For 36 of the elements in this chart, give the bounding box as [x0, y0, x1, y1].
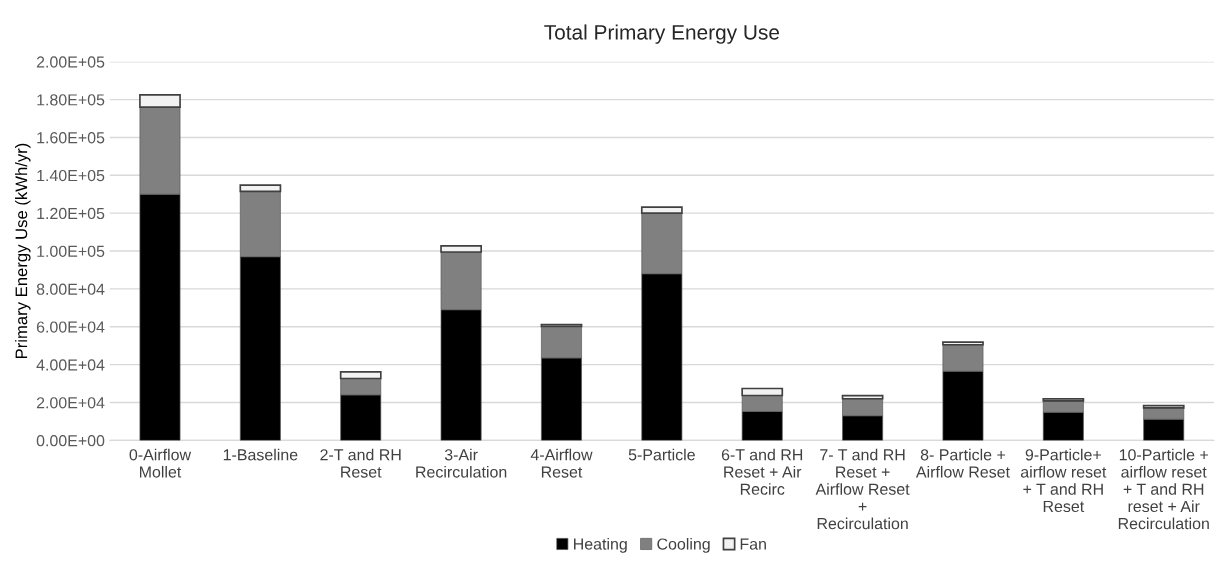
- x-tick-label: 5-Particle: [628, 448, 695, 461]
- x-tick-label: 3-Air Recirculation: [416, 448, 507, 478]
- bar: [139, 94, 181, 108]
- x-tick-label: 1-Baseline: [223, 448, 298, 461]
- y-tick-label: 4.00E+04: [36, 359, 105, 371]
- x-tick-label: 4-Airflow Reset: [530, 448, 593, 478]
- legend-label: Fan: [740, 538, 766, 550]
- y-tick-label: 1.40E+05: [37, 169, 105, 182]
- legend-label: Cooling: [657, 537, 710, 553]
- y-tick-label: 6.00E+04: [36, 321, 105, 333]
- y-tick-label: 1.80E+05: [37, 94, 105, 106]
- bar: [741, 387, 784, 397]
- x-tick-label: 7- T and RH Reset + Airflow Reset + Recirculation: [815, 448, 910, 530]
- y-tick-label: 0.00E+00: [36, 435, 105, 447]
- bar: [1142, 404, 1185, 409]
- x-tick-label: 0-Airflow Mollet: [129, 448, 192, 478]
- x-tick-label: 8- Particle + Airflow Reset: [915, 448, 1010, 478]
- y-tick-label: 1.00E+05: [37, 245, 105, 257]
- bar: [239, 184, 282, 193]
- y-axis-title: Primary Energy Use (kWh/yr): [15, 143, 31, 359]
- bar: [640, 206, 683, 215]
- y-tick-label: 1.60E+05: [37, 132, 105, 144]
- y-tick-label: 1.20E+05: [37, 207, 105, 220]
- y-tick-label: 2.00E+05: [36, 56, 105, 68]
- chart-title: Total Primary Energy Use: [544, 24, 780, 44]
- y-tick-label: 2.00E+04: [36, 397, 105, 409]
- x-tick-label: 2-T and RH Reset: [320, 448, 401, 478]
- x-tick-label: 10-Particle + airflow reset + T and RH reset + Air Recirculation: [1118, 448, 1209, 530]
- bar: [841, 394, 884, 400]
- y-tick-label: 8.00E+04: [36, 283, 105, 295]
- legend-label: Heating: [574, 537, 627, 553]
- x-tick-label: 6-T and RH Reset + Air Recirc: [721, 448, 803, 495]
- bar: [942, 341, 984, 346]
- bar: [339, 371, 382, 380]
- x-tick-label: 9-Particle+ airflow reset + T and RH Reset: [1020, 448, 1107, 513]
- bar: [440, 245, 483, 253]
